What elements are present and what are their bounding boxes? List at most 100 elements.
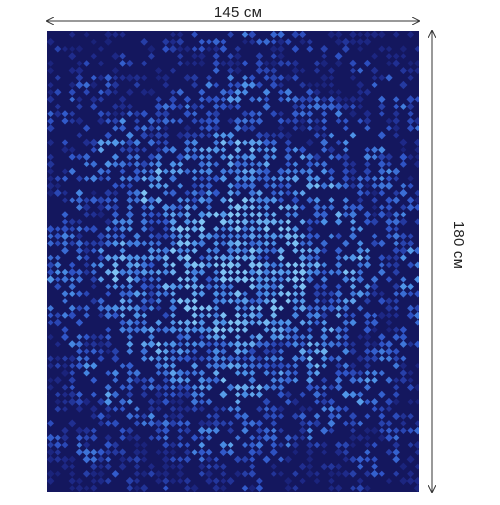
mosaic-tile (392, 427, 400, 434)
mosaic-tile (148, 204, 155, 211)
mosaic-tile (278, 226, 284, 232)
mosaic-tile (118, 102, 127, 111)
mosaic-tile (155, 319, 162, 326)
mosaic-tile (248, 419, 256, 428)
mosaic-tile (421, 232, 429, 240)
mosaic-tile (393, 377, 400, 384)
mosaic-tile (183, 124, 192, 132)
mosaic-tile (205, 175, 213, 182)
mosaic-tile (177, 427, 184, 434)
mosaic-tile (349, 455, 357, 464)
mosaic-tile (83, 240, 90, 247)
mosaic-tile (118, 95, 127, 104)
mosaic-tile (363, 427, 371, 435)
mosaic-tile (234, 146, 242, 154)
mosaic-tile (89, 81, 98, 89)
mosaic-tile (341, 153, 350, 162)
mosaic-tile (197, 376, 206, 385)
mosaic-tile (414, 45, 419, 53)
mosaic-tile (97, 146, 105, 154)
mosaic-tile (162, 348, 169, 355)
mosaic-tile (385, 153, 393, 161)
mosaic-tile (357, 103, 364, 110)
mosaic-tile (371, 463, 378, 470)
mosaic-tile (291, 340, 299, 348)
mosaic-tile (169, 247, 177, 255)
mosaic-tile (270, 463, 277, 470)
mosaic-tile (133, 455, 141, 464)
mosaic-tile (141, 204, 148, 211)
mosaic-tile (413, 311, 419, 320)
mosaic-tile (219, 448, 228, 457)
mosaic-tile (263, 247, 270, 254)
mosaic-tile (198, 168, 205, 175)
mosaic-tile (299, 290, 306, 297)
mosaic-tile (320, 31, 329, 32)
mosaic-tile (147, 491, 156, 492)
mosaic-tile (413, 426, 419, 435)
mosaic-tile (292, 268, 299, 276)
mosaic-tile (364, 484, 371, 492)
mosaic-tile (399, 232, 408, 240)
mosaic-tile (262, 455, 271, 464)
mosaic-tile (364, 182, 371, 189)
mosaic-tile (133, 448, 141, 457)
mosaic-tile (118, 160, 127, 169)
mosaic-tile (299, 240, 306, 247)
mosaic-tile (328, 269, 335, 276)
mosaic-tile (40, 370, 47, 377)
mosaic-tile (83, 197, 90, 204)
mosaic-tile (205, 153, 213, 161)
mosaic-tile (371, 211, 378, 218)
mosaic-tile (155, 427, 162, 434)
mosaic-tile (240, 412, 250, 421)
mosaic-tile (141, 146, 148, 153)
mosaic-tile (197, 239, 206, 248)
mosaic-tile (378, 419, 386, 428)
mosaic-tile (68, 31, 77, 32)
mosaic-tile (298, 354, 307, 363)
mosaic-tile (335, 340, 342, 348)
mosaic-tile (112, 24, 119, 31)
mosaic-tile (241, 60, 249, 67)
mosaic-tile (219, 297, 227, 305)
mosaic-tile (69, 118, 76, 124)
mosaic-tile (54, 103, 61, 110)
mosaic-tile (227, 139, 235, 147)
mosaic-tile (378, 146, 386, 154)
mosaic-tile (111, 117, 119, 125)
mosaic-tile (97, 448, 105, 457)
mosaic-tile (155, 341, 162, 348)
mosaic-tile (119, 283, 126, 290)
mosaic-tile (191, 312, 198, 319)
mosaic-tile (255, 448, 263, 456)
mosaic-tile (205, 304, 213, 312)
mosaic-tile (47, 67, 55, 75)
mosaic-tile (422, 60, 428, 66)
mosaic-tile (61, 491, 69, 492)
mosaic-tile (233, 289, 242, 298)
mosaic-tile (226, 131, 235, 140)
mosaic-tile (256, 233, 263, 240)
mosaic-tile (241, 218, 249, 226)
mosaic-tile (184, 168, 191, 175)
mosaic-tile (407, 341, 414, 348)
mosaic-tile (299, 204, 306, 211)
mosaic-tile (285, 290, 292, 298)
mosaic-tile (385, 225, 393, 233)
mosaic-tile (249, 369, 256, 377)
mosaic-tile (141, 456, 148, 463)
mosaic-tile (263, 204, 270, 211)
mosaic-tile (335, 312, 342, 319)
mosaic-tile (69, 96, 76, 103)
mosaic-tile (148, 240, 155, 247)
mosaic-tile (407, 304, 415, 312)
mosaic-tile (191, 297, 198, 305)
mosaic-tile (233, 203, 242, 212)
mosaic-tile (176, 412, 185, 421)
mosaic-tile (198, 312, 205, 319)
mosaic-tile (126, 283, 133, 290)
mosaic-tile (292, 125, 299, 132)
mosaic-tile (393, 298, 400, 304)
mosaic-tile (212, 405, 220, 413)
